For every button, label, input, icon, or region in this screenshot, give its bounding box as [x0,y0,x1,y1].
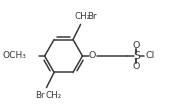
Text: Cl: Cl [145,52,154,60]
Text: O: O [88,52,96,60]
Text: CH₂: CH₂ [45,91,61,100]
Text: O: O [133,62,140,71]
Text: Br: Br [87,12,97,21]
Text: OCH₃: OCH₃ [3,52,27,60]
Text: Br: Br [35,91,45,100]
Text: O: O [133,41,140,50]
Text: CH₂: CH₂ [74,12,91,21]
Text: S: S [133,51,140,61]
